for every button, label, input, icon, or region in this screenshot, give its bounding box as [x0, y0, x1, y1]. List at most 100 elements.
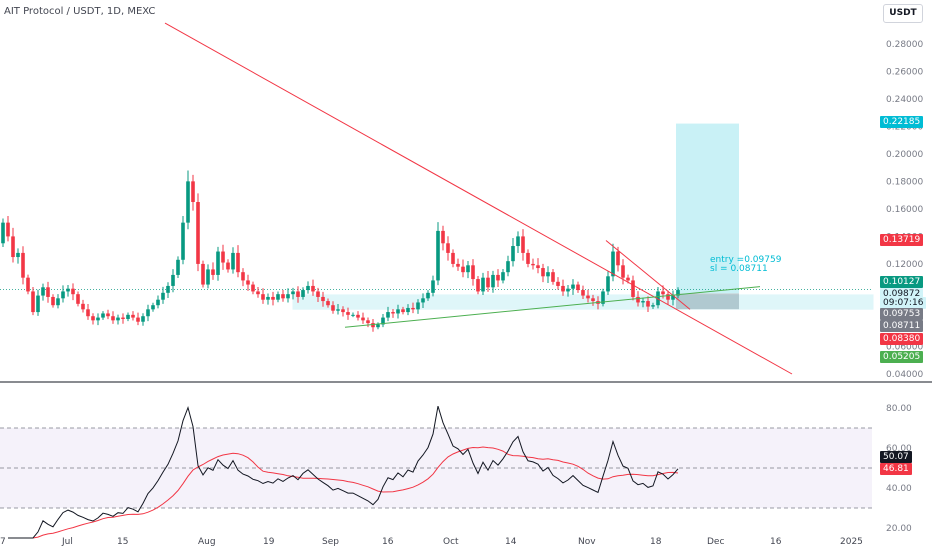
profit-zone: [676, 123, 739, 294]
candle-body: [451, 252, 455, 264]
candle-body: [156, 299, 160, 306]
candle-body: [551, 272, 555, 282]
candle-body: [76, 294, 80, 304]
candle-body: [21, 252, 25, 278]
candle-body: [56, 298, 60, 306]
candle-body: [391, 312, 395, 314]
time-tick-label: Aug: [198, 537, 216, 547]
time-tick-label: 16: [770, 537, 782, 547]
rsi-pane[interactable]: [0, 405, 872, 539]
currency-button[interactable]: USDT: [883, 4, 923, 23]
rsi-line: [8, 405, 679, 539]
candle-body: [356, 314, 360, 318]
candle-body: [286, 294, 290, 299]
candle-body: [671, 295, 675, 300]
candle-body: [431, 280, 435, 293]
candle-body: [51, 296, 55, 306]
candle-body: [256, 291, 260, 295]
price-tick-label: 0.20000: [886, 150, 923, 160]
entry-b-price-label: 0.09753: [880, 308, 924, 320]
candle-body: [501, 272, 505, 281]
candle-body: [426, 292, 430, 299]
candle-body: [416, 302, 420, 310]
candle-body: [246, 280, 250, 285]
time-tick-label: 15: [117, 537, 128, 547]
candle-body: [141, 316, 145, 322]
candle-body: [146, 309, 150, 317]
candle-body: [321, 296, 325, 302]
candle-body: [586, 295, 590, 299]
candle-body: [331, 305, 335, 311]
candle-body: [381, 317, 385, 325]
rsi-tick-label: 60.00: [886, 444, 912, 454]
candle-body: [86, 309, 90, 317]
candle-body: [16, 252, 20, 258]
candle-body: [546, 272, 550, 277]
candle-body: [26, 277, 30, 292]
candle-body: [131, 314, 135, 318]
low-a-price-label: 0.08380: [880, 333, 924, 345]
candle-body: [176, 259, 180, 275]
candle-body: [636, 296, 640, 303]
candle-body: [661, 291, 665, 295]
candle-body: [191, 181, 195, 202]
time-tick-label: Dec: [707, 537, 724, 547]
candle-body: [366, 320, 370, 324]
candle-body: [666, 294, 670, 300]
time-tick-label: 18: [650, 537, 662, 547]
time-tick-label: Jul: [61, 537, 73, 547]
price-tick-label: 0.04000: [886, 370, 923, 380]
candle-body: [216, 251, 220, 275]
candle-body: [91, 316, 95, 321]
candle-body: [231, 252, 235, 270]
candle-body: [516, 236, 520, 247]
candle-body: [606, 276, 610, 292]
time-tick-label: 14: [505, 537, 517, 547]
candle-body: [571, 284, 575, 289]
candle-body: [261, 294, 265, 300]
candle-body: [336, 309, 340, 311]
candle-body: [121, 317, 125, 319]
candle-body: [221, 251, 225, 263]
candle-body: [186, 181, 190, 223]
candle-body: [556, 281, 560, 286]
candle-body: [641, 301, 645, 303]
candle-body: [401, 309, 405, 313]
candle-body: [11, 236, 15, 258]
candle-body: [211, 269, 215, 275]
candle-body: [181, 222, 185, 260]
candle-body: [296, 291, 300, 297]
candle-body: [631, 280, 635, 297]
candle-body: [46, 287, 50, 297]
candle-body: [126, 314, 130, 319]
candle-body: [486, 277, 490, 288]
candle-body: [166, 285, 170, 293]
rsi-value-label: 50.07: [880, 451, 912, 463]
candle-body: [281, 294, 285, 299]
price-pane[interactable]: [0, 22, 874, 375]
candle-body: [346, 312, 350, 315]
price-tick-label: 0.06000: [886, 342, 923, 352]
time-tick-label: Nov: [578, 537, 596, 547]
resistance-trendline: [164, 22, 793, 375]
candle-body: [371, 323, 375, 328]
candle-body: [481, 277, 485, 292]
candle-body: [241, 272, 245, 281]
candle-body: [341, 309, 345, 313]
candle-body: [456, 263, 460, 267]
resistance-price-label: 0.13719: [880, 234, 924, 246]
candle-body: [611, 251, 615, 277]
candle-body: [151, 305, 155, 310]
price-tick-label: 0.26000: [886, 67, 923, 77]
candle-body: [526, 252, 530, 264]
candle-body: [116, 317, 120, 321]
candle-body: [96, 317, 100, 321]
candle-body: [441, 230, 445, 244]
candle-body: [406, 307, 410, 313]
candle-body: [311, 285, 315, 292]
candle-body: [136, 317, 140, 322]
candle-body: [161, 292, 165, 300]
candle-body: [316, 291, 320, 297]
candle-body: [541, 268, 545, 277]
